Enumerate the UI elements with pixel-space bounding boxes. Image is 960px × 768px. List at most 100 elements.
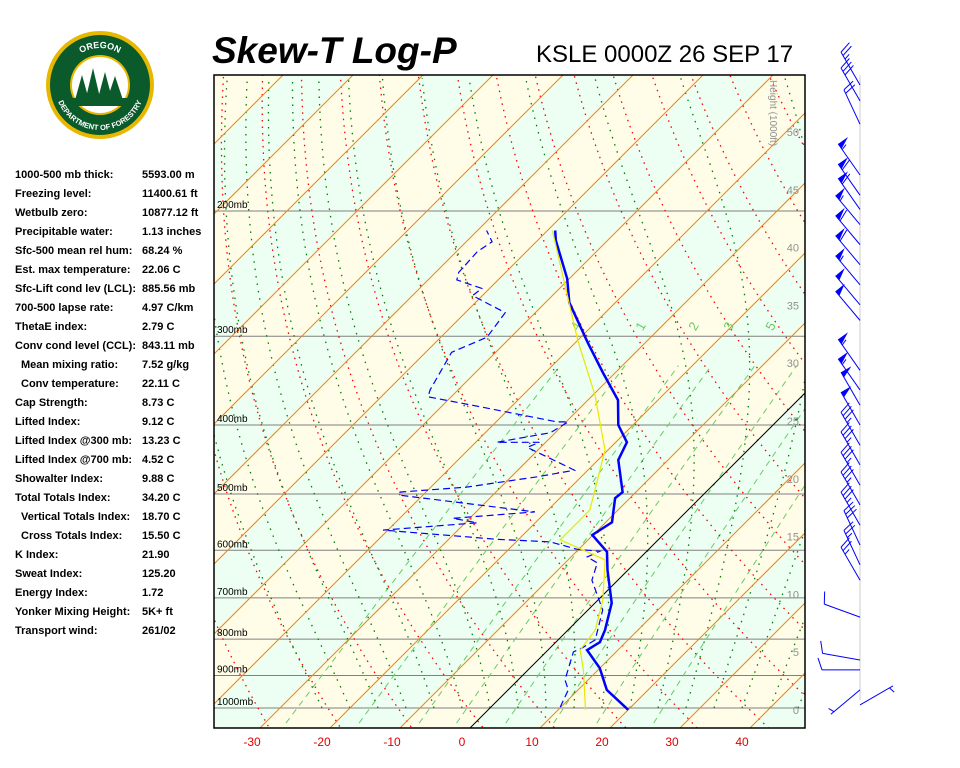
wind-barb-full (842, 465, 852, 476)
wind-barb-shaft (837, 338, 861, 371)
moist-adiabat-line (680, 77, 751, 709)
wind-barb (828, 689, 861, 715)
stat-label: Lifted Index @300 mb: (15, 435, 133, 447)
wind-barb (837, 157, 861, 196)
stat-value: 4.52 C (142, 454, 175, 466)
isobar-label: 300mb (217, 325, 248, 336)
wind-pennant (835, 268, 845, 281)
wind-barb-shaft (835, 255, 861, 286)
stat-label: Mean mixing ratio: (21, 359, 119, 371)
stat-label: 1000-500 mb thick: (15, 169, 114, 181)
wind-barb-shaft (840, 452, 861, 486)
wind-barb (843, 501, 861, 546)
wind-barb-shaft (822, 652, 861, 661)
wind-barb-shaft (843, 89, 861, 125)
wind-barb (840, 537, 861, 581)
x-tick-label: -30 (243, 735, 261, 749)
wind-barb-half (889, 687, 895, 693)
dry-adiabat-line (786, 26, 960, 737)
dewpoint-profile-line (382, 230, 604, 708)
isobar-label: 500mb (217, 483, 248, 494)
stat-row: Lifted Index @700 mb: 4.52 C (15, 454, 215, 473)
wind-barb-full (817, 657, 823, 671)
wind-barb-half (841, 339, 847, 346)
wind-barb-full (842, 445, 852, 457)
wind-barb-shaft (837, 163, 861, 196)
temperature-band (811, 26, 960, 737)
wind-barb-full (840, 442, 850, 453)
stat-label: Est. max temperature: (15, 264, 131, 276)
stat-row: Transport wind: 261/02 (15, 625, 215, 644)
wind-barb-half (846, 477, 852, 483)
stat-value: 34.20 C (142, 492, 181, 504)
stat-label: Transport wind: (15, 625, 98, 637)
wind-barb (835, 248, 861, 286)
wind-barb-full (845, 505, 856, 515)
isotherm-line (539, 462, 805, 728)
mixing-ratio-line (553, 365, 798, 724)
stat-row: ThetaE index: 2.79 C (15, 321, 215, 340)
wind-barb-full (842, 425, 852, 436)
wind-barb-shaft (837, 178, 861, 210)
height-tick-label: 15 (787, 532, 799, 544)
stat-value: 1.13 inches (142, 226, 202, 238)
isotherm-line (811, 26, 960, 737)
stat-label: ThetaE index: (15, 321, 88, 333)
wind-barb-full (843, 501, 854, 511)
stat-label: Vertical Totals Index: (21, 511, 131, 523)
isotherm-line (214, 112, 805, 705)
stat-value: 125.20 (142, 568, 176, 580)
wind-barb-full (844, 489, 854, 500)
stat-label: Cross Totals Index: (21, 530, 123, 542)
stat-row: Lifted Index: 9.12 C (15, 416, 215, 435)
wind-pennant (835, 227, 845, 241)
moist-adiabat-line (797, 689, 805, 709)
wind-barb (817, 657, 860, 671)
height-axis-label: Height (1000ft) (767, 80, 778, 146)
wind-barb (840, 422, 861, 466)
wind-barb-full (839, 209, 848, 222)
wind-barb-shaft (837, 358, 861, 391)
wind-barb-full (842, 540, 852, 552)
stat-label: Conv temperature: (21, 378, 119, 390)
isotherm-line (609, 532, 805, 728)
wind-barb (820, 640, 861, 661)
wind-barb-shaft (830, 689, 861, 715)
wind-pennant (835, 207, 845, 221)
wind-barb-shaft (835, 215, 861, 245)
wind-barb-shaft (835, 195, 861, 225)
stat-row: Sfc-500 mean rel hum: 68.24 % (15, 245, 215, 264)
wind-pennant (841, 366, 852, 378)
moist-adiabat-line (347, 77, 519, 709)
wind-barb (840, 462, 861, 506)
wind-barb-full (842, 485, 852, 496)
stat-row: Freezing level: 11400.61 ft (15, 188, 215, 207)
wind-barb-full (846, 508, 857, 519)
dry-adiabat-line (861, 26, 960, 737)
wind-barb-shaft (859, 685, 894, 706)
wind-barb-full (840, 422, 850, 433)
temperature-profile-line (553, 230, 630, 711)
stat-row: Conv temperature: 22.11 C (15, 378, 215, 397)
isotherm-line (679, 602, 805, 728)
wind-barb-full (840, 58, 850, 69)
isotherm-line (214, 75, 494, 355)
wind-barb-half (844, 53, 850, 60)
svg-text:OREGON: OREGON (77, 40, 122, 55)
wind-pennant (835, 248, 845, 261)
isobar-label: 800mb (217, 628, 248, 639)
wind-barb (840, 442, 861, 486)
mixing-ratio-line (418, 365, 679, 724)
temperature-band (214, 75, 805, 705)
wind-pennant (835, 283, 845, 296)
stat-value: 9.12 C (142, 416, 175, 428)
wind-barb (840, 58, 861, 102)
stat-label: Lifted Index @700 mb: (15, 454, 133, 466)
stat-value: 843.11 mb (142, 340, 195, 352)
mixing-ratio-line (285, 365, 561, 724)
wind-barb (837, 332, 861, 371)
wind-barb-shaft (843, 530, 861, 566)
stat-label: Yonker Mixing Height: (15, 606, 131, 618)
wind-barb-half (828, 707, 835, 713)
